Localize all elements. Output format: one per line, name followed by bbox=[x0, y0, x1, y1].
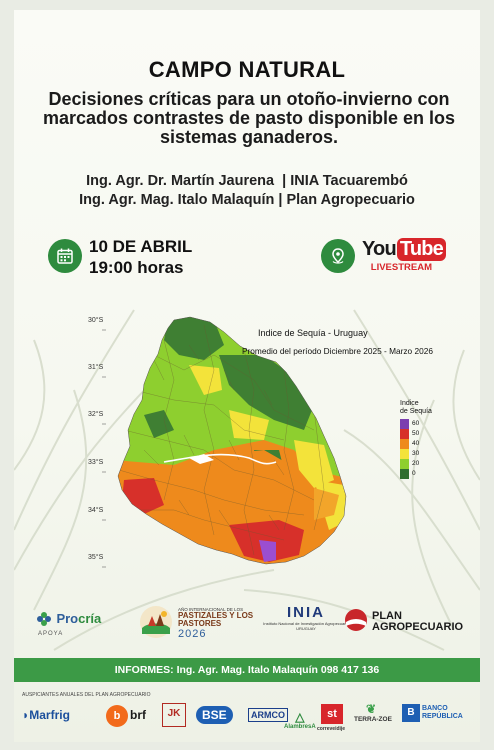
procria-apoya: APOYA bbox=[38, 631, 64, 637]
legend-tick: 0 bbox=[412, 470, 416, 477]
event-subtitle: Decisiones críticas para un otoño-invier… bbox=[42, 89, 456, 147]
sponsor-armco: ARMCO bbox=[248, 708, 288, 722]
speaker-org: Plan Agropecuario bbox=[286, 192, 415, 208]
inia-logo: INIA Instituto Nacional de Investigación… bbox=[256, 604, 356, 631]
sponsor-alambresa: △ AlambresA bbox=[284, 710, 316, 730]
procria-logo: Procría APOYA bbox=[36, 610, 101, 637]
event-time: 19:00 horas bbox=[89, 258, 184, 277]
procria-name-a: Pro bbox=[56, 611, 79, 627]
event-date: 10 DE ABRIL bbox=[89, 237, 193, 256]
latitude-label: 32°S bbox=[88, 411, 104, 418]
pastizales-line3: PASTORES bbox=[178, 619, 222, 628]
map-period: Promedio del período Diciembre 2025 - Ma… bbox=[242, 346, 433, 356]
speaker-name: Ing. Agr. Mag. Italo Malaquín bbox=[79, 192, 275, 208]
legend-title-line1: Indice bbox=[400, 400, 419, 407]
alambresa-triangle-icon: △ bbox=[295, 710, 305, 724]
inia-country: URUGUAY bbox=[296, 626, 316, 631]
plan-agropecuario-emblem-icon bbox=[345, 609, 367, 631]
speaker-separator: | bbox=[278, 192, 283, 208]
legend-swatch bbox=[400, 429, 409, 439]
plan-line2: AGROPECUARIO bbox=[372, 621, 464, 633]
sponsor-terrazoe: TERRA-ZOE bbox=[354, 716, 392, 723]
plan-agropecuario-logo: PLAN AGROPECUARIO bbox=[344, 608, 474, 637]
latitude-label: 35°S bbox=[88, 554, 104, 561]
speaker-row: Ing. Agr. Dr. Martín Jaurena | INIA Tacu… bbox=[14, 172, 480, 191]
latitude-label: 30°S bbox=[88, 317, 104, 324]
location-pin-icon bbox=[321, 239, 355, 273]
pastizales-year: 2026 bbox=[178, 628, 207, 640]
legend-tick: 40 bbox=[412, 440, 420, 447]
speaker-separator: | bbox=[282, 173, 287, 189]
legend-color-bar bbox=[400, 419, 409, 479]
speaker-name: Ing. Agr. Dr. Martín Jaurena bbox=[86, 173, 275, 189]
procria-name-b: cría bbox=[78, 611, 102, 627]
drought-legend: Indice de Sequía 60 50 40 30 20 0 bbox=[400, 400, 432, 479]
drought-map bbox=[102, 316, 347, 568]
latitude-label: 33°S bbox=[88, 459, 104, 466]
map-title: Indice de Sequía - Uruguay bbox=[258, 328, 368, 338]
legend-swatch bbox=[400, 459, 409, 469]
legend-swatch bbox=[400, 439, 409, 449]
pastizales-logo: AÑO INTERNACIONAL DE LOS PASTIZALES Y LO… bbox=[138, 604, 268, 645]
livestream-label: LIVESTREAM bbox=[370, 262, 432, 273]
partner-logos: Procría APOYA AÑO INTERNACIONAL DE LOS P… bbox=[14, 600, 480, 648]
sponsors-label: AUSPICIANTES ANUALES DEL PLAN AGROPECUAR… bbox=[22, 692, 151, 698]
inia-fullname: Instituto Nacional de Investigación Agro… bbox=[263, 621, 349, 626]
legend-title-line2: de Sequía bbox=[400, 408, 432, 415]
sponsor-bse: BSE bbox=[196, 706, 233, 724]
latitude-label: 34°S bbox=[88, 507, 104, 514]
speaker-row: Ing. Agr. Mag. Italo Malaquín | Plan Agr… bbox=[14, 191, 480, 210]
sponsor-brf-icon: b bbox=[106, 705, 128, 727]
grass-background bbox=[14, 309, 480, 651]
sponsor-marfrig: ◗Marfrig bbox=[22, 708, 70, 722]
sponsor-logos: ◗Marfrig b brf JK BSE ARMCO △ AlambresA … bbox=[14, 700, 480, 740]
youtube-you: You bbox=[362, 238, 397, 260]
legend-tick: 50 bbox=[412, 430, 420, 437]
youtube-livestream-logo: You Tube LIVESTREAM bbox=[362, 238, 446, 273]
sponsor-brf: brf bbox=[130, 708, 146, 722]
sponsor-correveidije-icon: st bbox=[321, 704, 343, 724]
legend-tick: 60 bbox=[412, 420, 420, 427]
youtube-tube: Tube bbox=[396, 238, 446, 261]
legend-swatch bbox=[400, 469, 409, 479]
speaker-org: INIA Tacuarembó bbox=[290, 173, 408, 189]
latitude-label: 31°S bbox=[88, 364, 104, 371]
legend-swatch bbox=[400, 449, 409, 459]
pastizales-line2: PASTIZALES Y LOS bbox=[178, 611, 254, 620]
legend-tick: 20 bbox=[412, 460, 420, 467]
legend-tick: 30 bbox=[412, 450, 420, 457]
procria-flower-icon bbox=[37, 611, 51, 626]
informes-bar: INFORMES: Ing. Agr. Mag. Italo Malaquín … bbox=[14, 658, 480, 682]
speakers-block: Ing. Agr. Dr. Martín Jaurena | INIA Tacu… bbox=[14, 172, 480, 210]
banco-republica-icon: B bbox=[402, 704, 420, 722]
sponsor-correveidije: correveidije bbox=[317, 726, 346, 732]
calendar-icon bbox=[48, 239, 82, 273]
event-title: CAMPO NATURAL bbox=[148, 57, 346, 82]
sponsor-banco-republica: BANCO REPÚBLICA bbox=[422, 705, 463, 720]
sponsor-jk-icon: JK bbox=[162, 703, 186, 727]
legend-swatch bbox=[400, 419, 409, 429]
terrazoe-leaf-icon: ❦ bbox=[366, 702, 377, 716]
pastizales-line1: AÑO INTERNACIONAL DE LOS bbox=[178, 607, 244, 612]
event-poster: CAMPO NATURAL Decisiones críticas para u… bbox=[14, 10, 480, 742]
event-datetime: 10 DE ABRIL 19:00 horas bbox=[89, 236, 192, 278]
pastizales-emblem-icon bbox=[140, 606, 172, 638]
plan-line1: PLAN bbox=[372, 610, 402, 622]
inia-wordmark: INIA bbox=[287, 604, 325, 621]
